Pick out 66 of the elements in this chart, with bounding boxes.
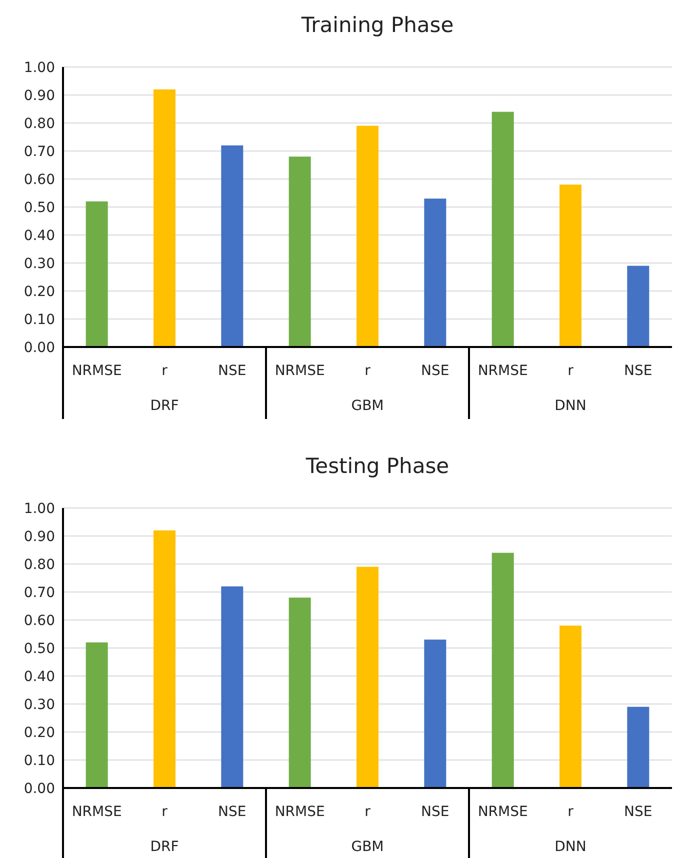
y-tick-label: 1.00 bbox=[24, 60, 55, 76]
bar bbox=[86, 642, 108, 788]
bar bbox=[288, 598, 311, 788]
bar bbox=[627, 706, 650, 788]
x-tick-label: NSE bbox=[624, 363, 652, 379]
bar bbox=[356, 126, 378, 347]
bar bbox=[492, 552, 514, 788]
text: DNN bbox=[554, 839, 586, 855]
y-tick-label: 0.10 bbox=[24, 312, 55, 328]
x-tick-label: NRMSE bbox=[274, 363, 325, 379]
y-tick-label: 1.00 bbox=[24, 500, 55, 517]
y-tick-label: 0.30 bbox=[24, 696, 55, 713]
bar bbox=[154, 89, 176, 347]
x-tick-label: NRMSE bbox=[478, 804, 528, 820]
bar bbox=[627, 266, 650, 347]
y-tick-label: 0.20 bbox=[24, 724, 55, 741]
y-tick-label: 0.80 bbox=[24, 556, 55, 573]
x-tick-label: NRMSE bbox=[274, 804, 325, 820]
bar bbox=[424, 198, 446, 347]
x-tick-label: NSE bbox=[421, 363, 450, 379]
y-tick-label: 0.40 bbox=[24, 668, 55, 685]
y-tick-label: 0.20 bbox=[24, 284, 55, 300]
x-tick-label: r bbox=[364, 363, 371, 379]
y-tick-label: 0.30 bbox=[24, 256, 55, 272]
x-tick-label: NRMSE bbox=[72, 363, 122, 379]
y-tick-label: 0.00 bbox=[24, 780, 55, 797]
y-tick-label: 0.70 bbox=[24, 144, 55, 160]
x-tick-label: NRMSE bbox=[478, 363, 528, 379]
x-tick-label: r bbox=[162, 804, 168, 820]
chart-title: Training Phase bbox=[300, 13, 454, 37]
y-tick-label: 0.60 bbox=[24, 612, 55, 629]
y-tick-label: 0.90 bbox=[24, 88, 55, 104]
y-tick-label: 0.90 bbox=[24, 528, 55, 545]
x-tick-label: r bbox=[364, 804, 371, 820]
x-tick-label: r bbox=[568, 363, 574, 379]
text: GBM bbox=[351, 839, 384, 855]
y-tick-label: 0.10 bbox=[24, 752, 55, 769]
x-tick-label: NSE bbox=[218, 804, 246, 820]
bar bbox=[288, 156, 311, 347]
bar bbox=[424, 640, 446, 788]
text: DNN bbox=[554, 398, 586, 414]
bar bbox=[221, 145, 244, 347]
x-tick-label: NSE bbox=[218, 363, 246, 379]
bar bbox=[356, 566, 378, 788]
chart-title: Testing Phase bbox=[304, 454, 450, 478]
text: DRF bbox=[150, 839, 179, 855]
text: DRF bbox=[150, 398, 179, 414]
y-tick-label: 0.70 bbox=[24, 584, 55, 601]
x-tick-label: NSE bbox=[624, 804, 652, 820]
bar bbox=[221, 586, 244, 788]
bar bbox=[560, 626, 582, 788]
x-tick-label: NSE bbox=[421, 804, 450, 820]
y-tick-label: 0.50 bbox=[24, 200, 55, 216]
x-tick-label: r bbox=[568, 804, 574, 820]
y-tick-label: 0.80 bbox=[24, 116, 55, 132]
bar bbox=[560, 184, 582, 347]
bar bbox=[86, 201, 108, 347]
x-tick-label: r bbox=[162, 363, 168, 379]
text: GBM bbox=[351, 398, 384, 414]
x-tick-label: NRMSE bbox=[72, 804, 122, 820]
bar bbox=[492, 112, 514, 347]
y-tick-label: 0.00 bbox=[24, 340, 55, 356]
bar bbox=[154, 530, 176, 788]
y-tick-label: 0.60 bbox=[24, 172, 55, 188]
y-tick-label: 0.50 bbox=[24, 640, 55, 657]
y-tick-label: 0.40 bbox=[24, 228, 55, 244]
